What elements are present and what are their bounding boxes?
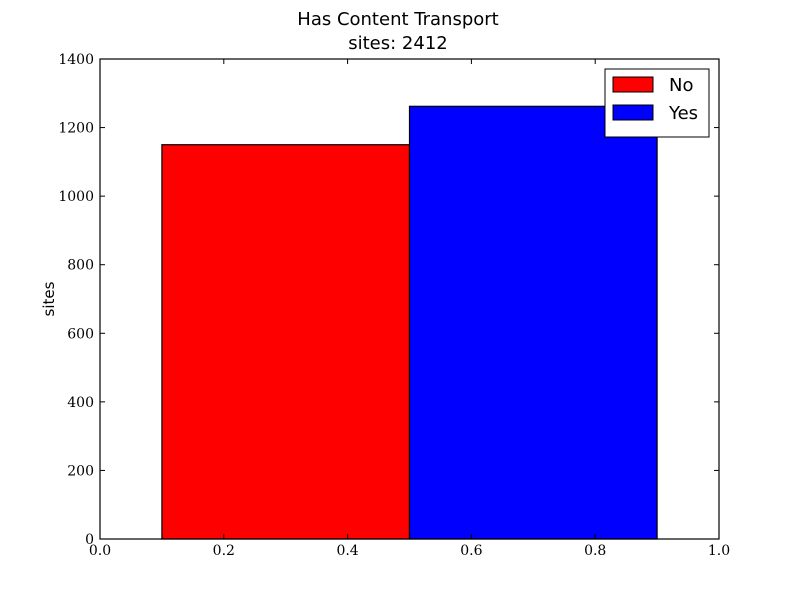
x-tick-label: 0.0 (89, 543, 111, 559)
y-tick-label: 600 (67, 326, 94, 342)
x-tick-label: 1.0 (708, 543, 730, 559)
y-tick-label: 800 (67, 258, 94, 274)
legend-swatch-no (612, 76, 654, 93)
legend-label-yes: Yes (668, 103, 698, 124)
x-tick-label: 0.2 (213, 543, 235, 559)
chart-title: Has Content Transport (297, 9, 498, 30)
legend-swatch-yes (612, 104, 654, 121)
plot-frame (99, 58, 720, 540)
x-tick-label: 0.4 (336, 543, 358, 559)
chart-subtitle: sites: 2412 (348, 33, 447, 54)
legend: No Yes (604, 68, 710, 138)
y-tick-label: 400 (67, 395, 94, 411)
y-tick-label: 1400 (58, 52, 94, 68)
legend-label-no: No (669, 75, 693, 96)
bar-no (161, 144, 411, 540)
y-axis-label: sites (40, 281, 58, 316)
x-tick-label: 0.8 (584, 543, 606, 559)
y-tick-label: 0 (85, 532, 94, 548)
x-tick-label: 0.6 (460, 543, 482, 559)
y-tick-label: 1200 (58, 121, 94, 137)
y-tick-label: 200 (67, 463, 94, 479)
bar-yes (408, 105, 658, 540)
y-tick-label: 1000 (58, 189, 94, 205)
